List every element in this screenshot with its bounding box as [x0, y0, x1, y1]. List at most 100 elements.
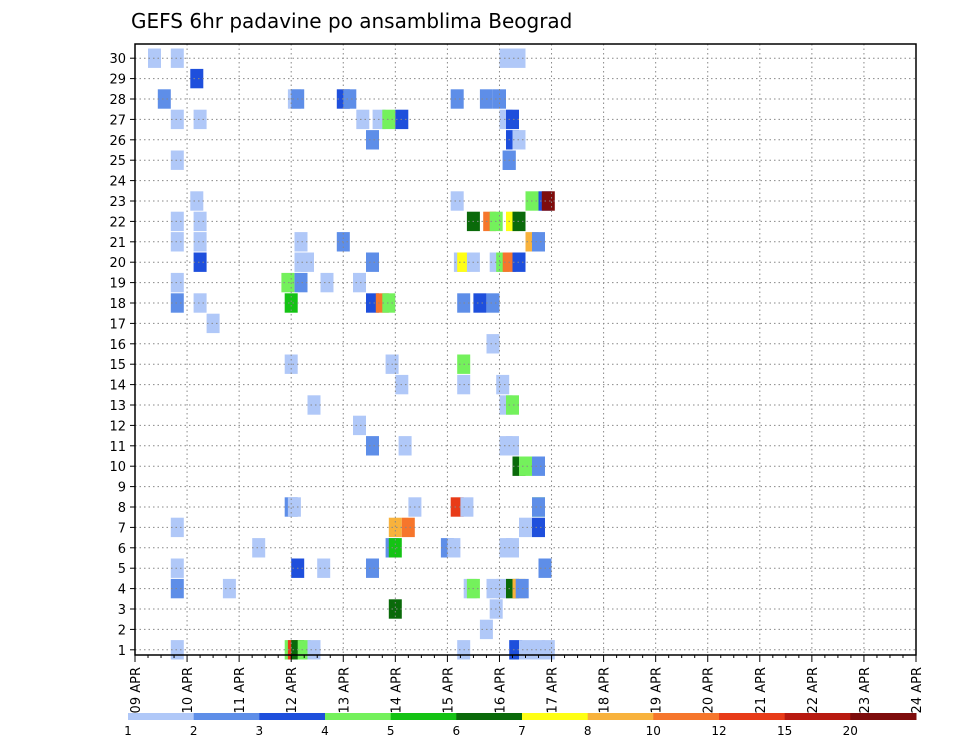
precip-cell [190, 68, 204, 89]
y-tick-label: 26 [109, 134, 126, 149]
precip-cell [252, 538, 266, 558]
y-tick-label: 13 [109, 399, 126, 414]
x-tick-label: 21 APR [754, 667, 769, 713]
precip-cell [170, 293, 184, 313]
y-tick-label: 2 [118, 623, 126, 638]
colorbar-label: 6 [452, 724, 460, 738]
precip-cell [353, 272, 366, 293]
colorbar-swatch [259, 713, 326, 720]
precip-cell [486, 334, 500, 354]
y-tick-label: 10 [109, 460, 126, 475]
precip-cell [401, 517, 415, 538]
precip-cell [284, 293, 298, 313]
colorbar-swatch [784, 713, 851, 720]
colorbar-swatch [193, 713, 260, 720]
precip-cell [382, 109, 396, 130]
colorbar-swatch [850, 713, 917, 720]
colorbar-label: 15 [777, 724, 792, 738]
x-tick-label: 23 APR [858, 667, 873, 713]
precip-cell [193, 252, 207, 272]
colorbar-label: 3 [255, 724, 263, 738]
precip-cell [460, 497, 474, 517]
x-tick-label: 10 APR [181, 667, 196, 713]
x-tick-label: 09 APR [129, 667, 144, 713]
precip-cell [447, 538, 461, 558]
colorbar-label: 5 [387, 724, 395, 738]
x-tick-label: 17 APR [546, 667, 561, 713]
x-axis: 09 APR 10 APR 11 APR 12 APR 13 APR 14 APR 15 A… [129, 655, 925, 713]
precip-cell [499, 48, 513, 68]
precip-cell [541, 640, 555, 660]
y-tick-label: 27 [109, 113, 126, 128]
precip-cell [366, 130, 379, 150]
colorbar-label: 20 [843, 724, 858, 738]
colorbar-label: 7 [518, 724, 526, 738]
y-tick-label: 24 [109, 175, 126, 190]
precip-cell [190, 191, 204, 211]
precip-cell [157, 89, 171, 109]
precip-cell [366, 252, 379, 272]
precip-cell [193, 109, 207, 130]
precip-cell [388, 517, 402, 538]
precip-cell [307, 395, 321, 415]
y-tick-label: 16 [109, 338, 126, 353]
y-tick-label: 20 [109, 256, 126, 271]
colorbar: 1 2 3 4 5 6 7 8 10 12 15 20 [124, 713, 917, 738]
precip-cell [307, 640, 321, 660]
precip-cell [519, 456, 532, 476]
precip-cell [356, 109, 370, 130]
precip-cell [366, 558, 379, 578]
precip-cell [193, 293, 207, 313]
y-tick-label: 30 [109, 52, 126, 67]
y-tick-label: 28 [109, 93, 126, 108]
x-tick-label: 22 APR [806, 667, 821, 713]
x-tick-label: 24 APR [910, 667, 925, 713]
precip-cell [222, 578, 236, 599]
precip-cell [388, 538, 402, 558]
y-tick-label: 25 [109, 154, 126, 169]
y-tick-label: 12 [109, 419, 126, 434]
precip-cell [206, 313, 220, 334]
precip-cell [450, 191, 464, 211]
precip-cell [382, 293, 396, 313]
chart-title: GEFS 6hr padavine po ansamblima Beograd [131, 9, 572, 33]
y-axis: 1234567891011121314151617181920212223242… [109, 52, 135, 659]
y-tick-label: 1 [118, 644, 126, 659]
precip-cell [294, 272, 308, 293]
precip-cell [532, 517, 545, 538]
y-tick-label: 9 [118, 481, 126, 496]
precip-cell [170, 48, 184, 68]
y-tick-label: 3 [118, 603, 126, 618]
precip-cell [473, 293, 487, 313]
y-tick-label: 7 [118, 521, 126, 536]
x-tick-label: 18 APR [598, 667, 613, 713]
x-tick-label: 16 APR [493, 667, 508, 713]
colorbar-label: 1 [124, 724, 132, 738]
y-tick-label: 5 [118, 562, 126, 577]
precip-cell [532, 232, 545, 252]
y-tick-label: 8 [118, 501, 126, 516]
precip-cell [170, 211, 184, 232]
precip-cell [343, 89, 357, 109]
colorbar-swatch [390, 713, 457, 720]
colorbar-label: 4 [321, 724, 329, 738]
x-tick-label: 14 APR [389, 667, 404, 713]
colorbar-label: 12 [711, 724, 726, 738]
x-tick-label: 20 APR [702, 667, 717, 713]
colorbar-swatch [128, 713, 195, 720]
gridlines [135, 44, 916, 655]
precip-cell [506, 395, 519, 415]
y-tick-label: 21 [109, 236, 126, 251]
y-tick-label: 29 [109, 73, 126, 88]
colorbar-swatch [456, 713, 523, 720]
precip-cell [320, 272, 334, 293]
precip-cell [541, 191, 555, 211]
precip-cell [506, 538, 519, 558]
precip-cell [287, 497, 301, 517]
colorbar-swatch [653, 713, 720, 720]
precip-cell [353, 415, 366, 436]
colorbar-swatch [325, 713, 392, 720]
x-tick-label: 19 APR [650, 667, 665, 713]
precip-cell [366, 293, 379, 313]
precip-cell [486, 293, 500, 313]
